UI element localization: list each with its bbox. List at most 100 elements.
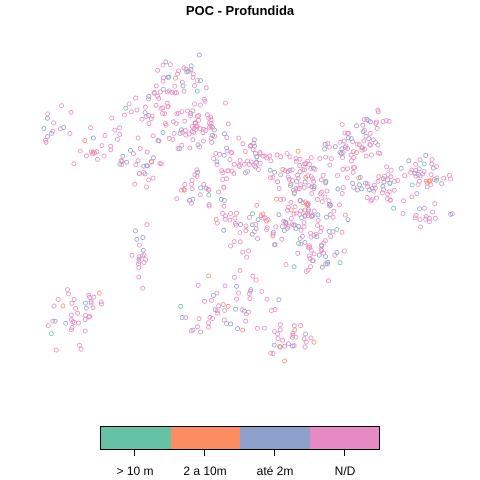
well-point — [295, 186, 301, 192]
well-point — [367, 119, 373, 125]
well-point — [305, 206, 311, 212]
well-point — [290, 222, 296, 228]
well-point — [88, 298, 94, 304]
well-point — [388, 167, 394, 173]
well-point — [186, 131, 192, 137]
well-point — [109, 115, 114, 121]
well-point — [172, 75, 178, 81]
well-point — [247, 296, 253, 302]
well-point — [221, 152, 227, 158]
well-point — [348, 158, 354, 164]
well-point — [268, 158, 274, 164]
well-point — [339, 191, 345, 196]
well-point — [297, 236, 303, 242]
well-point — [224, 145, 230, 151]
well-point — [385, 172, 391, 178]
well-point — [136, 242, 142, 248]
well-point — [286, 341, 291, 347]
well-point — [325, 261, 330, 267]
well-point — [200, 138, 206, 144]
well-point — [45, 323, 51, 329]
well-point — [306, 253, 312, 259]
well-point — [257, 151, 263, 157]
well-point — [233, 222, 239, 228]
well-point — [222, 216, 228, 222]
well-point — [360, 129, 366, 135]
well-point — [214, 290, 220, 296]
well-point — [179, 109, 185, 114]
well-point — [60, 303, 66, 309]
well-point — [305, 212, 311, 218]
well-point — [167, 62, 173, 68]
well-point — [240, 141, 246, 147]
well-point — [374, 195, 379, 201]
well-point — [326, 198, 332, 204]
well-point — [229, 150, 235, 156]
well-point — [108, 143, 113, 149]
well-point — [225, 121, 231, 127]
well-point — [307, 161, 312, 167]
well-point — [345, 146, 351, 151]
well-point — [330, 229, 336, 235]
well-point — [277, 343, 283, 349]
well-point — [325, 141, 331, 147]
well-point — [342, 212, 348, 218]
well-point — [160, 87, 166, 92]
well-point — [288, 216, 294, 221]
well-point — [194, 324, 200, 330]
well-point — [68, 312, 74, 318]
well-point — [301, 220, 307, 226]
well-point — [171, 130, 177, 136]
well-point — [144, 149, 150, 155]
well-point — [267, 153, 273, 159]
well-point — [280, 167, 286, 172]
well-point — [356, 182, 362, 188]
well-point — [335, 186, 341, 192]
well-point — [350, 169, 356, 175]
well-point — [324, 214, 329, 220]
well-point — [264, 296, 270, 302]
well-point — [132, 228, 138, 234]
well-point — [227, 157, 233, 163]
well-point — [402, 173, 408, 179]
well-point — [43, 137, 48, 143]
well-point — [361, 138, 367, 144]
well-point — [401, 198, 407, 204]
well-point — [335, 173, 340, 179]
well-point — [233, 210, 239, 216]
well-point — [271, 328, 277, 334]
well-point — [90, 305, 96, 311]
well-point — [208, 114, 214, 120]
well-point — [71, 297, 77, 302]
well-point — [102, 133, 108, 138]
well-point — [406, 158, 412, 164]
well-point — [216, 303, 222, 309]
well-point — [312, 166, 318, 172]
well-point — [144, 222, 150, 228]
well-point — [305, 267, 311, 273]
well-point — [179, 187, 184, 193]
well-point — [172, 90, 178, 96]
well-point — [232, 274, 237, 280]
well-point — [194, 167, 200, 173]
well-point — [374, 125, 380, 131]
well-point — [133, 162, 139, 168]
well-point — [195, 78, 200, 83]
well-point — [392, 178, 397, 184]
well-point — [272, 169, 278, 175]
well-point — [141, 163, 147, 169]
well-point — [221, 227, 227, 233]
well-point — [237, 158, 243, 163]
well-point — [172, 83, 178, 89]
well-point — [63, 320, 69, 326]
well-point — [267, 167, 273, 173]
well-point — [289, 167, 295, 173]
well-point — [136, 256, 142, 262]
well-point — [307, 245, 313, 250]
well-point — [190, 108, 196, 114]
well-point — [359, 147, 365, 153]
legend-tick — [134, 450, 135, 456]
well-point — [156, 96, 162, 101]
well-point — [193, 126, 199, 132]
well-point — [142, 104, 148, 110]
